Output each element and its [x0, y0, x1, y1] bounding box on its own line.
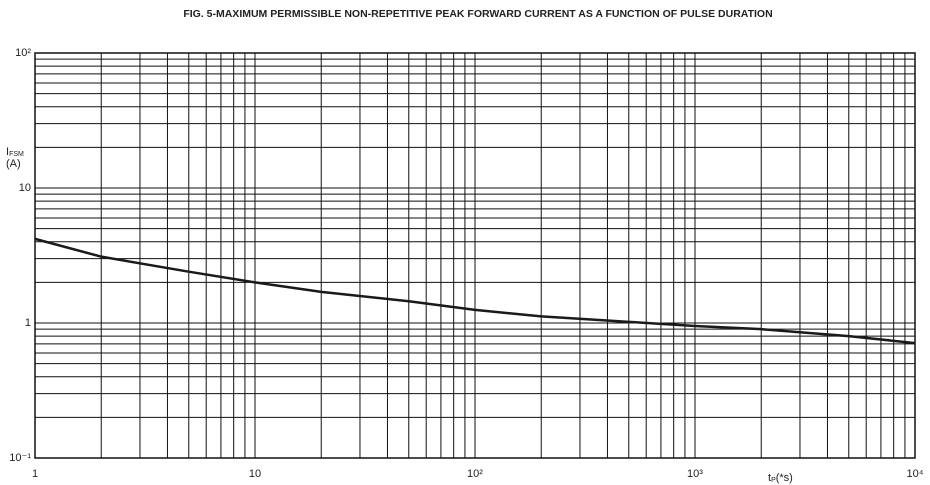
y-tick-label: 1 [25, 317, 31, 329]
x-tick-label: 10⁴ [907, 468, 924, 480]
y-label-main: I [6, 146, 9, 158]
plot-border [34, 52, 916, 459]
x-label-main: t [768, 472, 771, 484]
chart-title: FIG. 5-MAXIMUM PERMISSIBLE NON-REPETITIV… [183, 8, 772, 20]
y-tick-label: 10⁻¹ [9, 452, 31, 464]
x-label-sub: P [771, 477, 776, 484]
x-tick-label: 10 [249, 468, 261, 480]
x-tick-label: 10³ [687, 468, 703, 480]
y-tick-label: 10² [15, 47, 31, 59]
y-axis-label: IFSM [6, 146, 24, 158]
y-axis-unit: (A) [6, 158, 21, 170]
x-axis-label: tP(*s) [768, 472, 793, 484]
y-label-sub: FSM [9, 151, 24, 158]
x-label-unit: (*s) [776, 472, 793, 484]
y-tick-label: 10 [19, 182, 31, 194]
x-tick-label: 1 [32, 468, 38, 480]
data-line [34, 237, 916, 345]
x-tick-label: 10² [467, 468, 483, 480]
